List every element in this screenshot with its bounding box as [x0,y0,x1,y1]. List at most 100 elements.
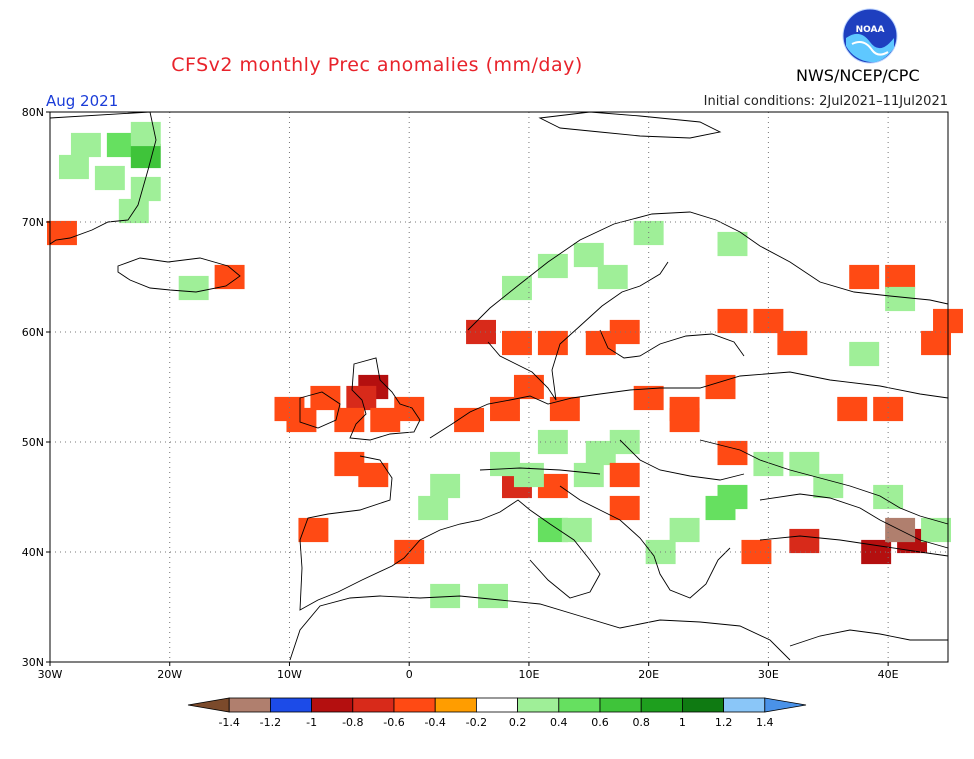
lon-tick-label: 0 [406,668,413,681]
lon-tick-label: 20W [157,668,182,681]
anomaly-cell [501,330,532,356]
colorbar-box [352,697,395,713]
anomaly-cell [501,275,532,301]
colorbar-box [517,697,560,713]
noaa-logo: NOAA [842,8,898,64]
anomaly-cell [513,462,544,488]
lon-tick-label: 20E [638,668,659,681]
coastlines [49,111,949,661]
anomaly-cell [214,264,245,290]
anomaly-cell [849,341,880,367]
initial-conditions-label: Initial conditions: 2Jul2021–11Jul2021 [703,94,948,109]
anomaly-cell [609,319,640,345]
colorbar-label: -0.8 [342,716,363,729]
colorbar-box [723,697,766,713]
anomaly-cell [549,396,580,422]
anomaly-cell [885,286,916,312]
lon-tick-label: 40E [878,668,899,681]
anomaly-cell [741,539,772,565]
anomaly-cell [310,385,341,411]
colorbar-box [393,697,436,713]
colorbar-box [311,697,354,713]
lat-lon-gridlines [50,112,948,662]
logo-text: NOAA [856,25,885,35]
colorbar-label: 0.4 [550,716,568,729]
colorbar-label: 0.8 [632,716,650,729]
colorbar-label: 0.6 [591,716,609,729]
anomaly-cell [537,330,568,356]
colorbar-box [682,697,725,713]
lat-tick-label: 70N [22,216,44,229]
map-title: CFSv2 monthly Prec anomalies (mm/day) [171,54,583,76]
anomaly-cell [430,473,461,499]
colorbar-label: 1 [679,716,686,729]
colorbar-box [475,697,518,713]
colorbar-box [599,697,642,713]
anomaly-cell [597,264,628,290]
colorbar-label: -0.6 [383,716,404,729]
axis-tick-labels: 30W 20W 10W 0 10E 20E 30E 40E 80N 70N 60N 50N 40N 30N [22,106,899,681]
lat-tick-label: 30N [22,656,44,669]
anomaly-cell [669,517,700,543]
lon-tick-label: 30E [758,668,779,681]
anomaly-cell [466,319,497,345]
anomaly-cell [789,528,820,554]
colorbar-label: -1.4 [218,716,239,729]
anomaly-cell [837,396,868,422]
colorbar-box [764,697,807,713]
anomaly-cell [777,330,808,356]
anomaly-cell [358,462,389,488]
colorbar-box [228,697,271,713]
noaa-logo-icon: NOAA [842,8,898,64]
anomaly-cell [921,330,951,356]
colorbar-box [558,697,601,713]
colorbar-label: -1 [306,716,317,729]
anomaly-cell [717,231,748,257]
anomaly-cell [478,583,508,609]
lat-tick-label: 50N [22,436,44,449]
anomaly-cell [849,264,880,290]
anomaly-cell [334,407,365,433]
anomaly-cell [561,517,592,543]
colorbar-box [269,697,312,713]
anomaly-cell [921,517,951,543]
anomaly-cell [669,407,700,433]
month-label: Aug 2021 [46,92,119,110]
colorbar-label: 0.2 [509,716,527,729]
colorbar-label: -0.2 [466,716,487,729]
anomaly-cell [47,220,77,246]
anomaly-cell [705,495,736,521]
anomaly-cell [418,495,449,521]
anomaly-cell [717,308,748,334]
anomaly-cell [573,462,604,488]
lat-tick-label: 60N [22,326,44,339]
anomaly-cell [94,165,125,191]
anomaly-cell [885,264,916,290]
colorbar-label: -1.2 [260,716,281,729]
colorbar-label: 1.4 [756,716,774,729]
anomaly-cell [717,440,748,466]
anomaly-cell [58,154,89,180]
colorbar-label: 1.2 [715,716,733,729]
anomaly-cell [130,176,161,202]
anomaly-cell [609,495,640,521]
anomaly-cell [70,132,101,158]
anomaly-cell [454,407,485,433]
lon-tick-label: 10E [518,668,539,681]
colorbar-box [434,697,477,713]
map-frame [49,111,949,663]
colorbar-label: -0.4 [424,716,445,729]
anomaly-cell [789,451,820,477]
anomaly-cell [130,143,161,169]
colorbar-labels: -1.4 -1.2 -1 -0.8 -0.6 -0.4 -0.2 0.2 0.4 0.6 0.8 1 1… [218,716,773,729]
colorbar-box [187,697,230,713]
anomaly-cell [609,429,640,455]
lat-tick-label: 80N [22,106,44,119]
anomaly-cell [609,462,640,488]
agency-label: NWS/NCEP/CPC [796,66,920,85]
lon-tick-label: 10W [277,668,302,681]
anomaly-cell [346,385,377,411]
anomaly-cells [47,121,963,609]
anomaly-cell [537,429,568,455]
